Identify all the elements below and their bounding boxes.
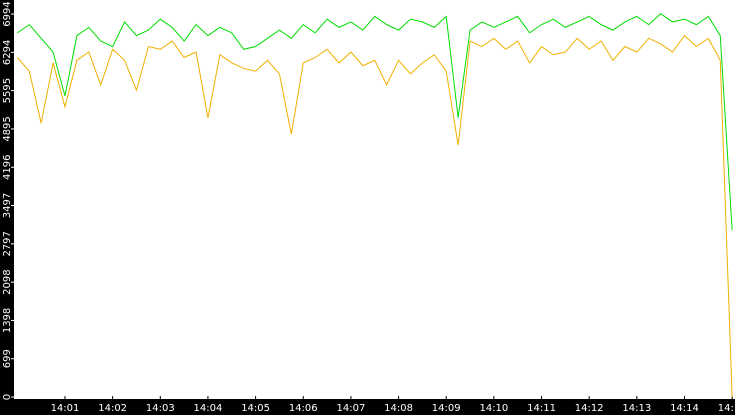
y-tick-label: 4895	[2, 116, 13, 141]
x-tick-label: 14:10	[479, 403, 508, 414]
y-tick-label: 6994	[2, 1, 13, 26]
series-line	[17, 13, 733, 231]
y-tick-label: 3497	[2, 193, 13, 218]
x-tick-label: 14:14	[670, 403, 699, 414]
y-tick-label: 6294	[2, 40, 13, 65]
x-tick-label: 14:03	[146, 403, 175, 414]
x-tick-label: 14:09	[432, 403, 461, 414]
x-tick-label: 14:12	[575, 403, 604, 414]
y-tick-label: 4196	[2, 155, 13, 180]
x-tick-label: 14:06	[289, 403, 318, 414]
x-tick-label: 14:13	[622, 403, 651, 414]
series-line	[16, 34, 733, 398]
x-tick-label: 14:11	[527, 403, 556, 414]
x-tick-label: 14:08	[384, 403, 413, 414]
x-tick-label: 14:15	[718, 403, 735, 414]
y-tick-label: 5595	[2, 78, 13, 103]
y-tick-label: 2098	[2, 269, 13, 294]
x-tick-label: 14:02	[98, 403, 127, 414]
x-tick-label: 14:07	[336, 403, 365, 414]
y-tick-label: 2797	[2, 231, 13, 256]
x-axis-strip	[0, 399, 735, 415]
x-tick-label: 14:05	[241, 403, 270, 414]
y-tick-label: 0	[2, 394, 13, 400]
y-tick-label: 699	[2, 349, 13, 368]
y-axis-strip	[0, 0, 14, 415]
y-tick-label: 1398	[2, 308, 13, 333]
x-tick-label: 14:04	[194, 403, 223, 414]
x-tick-label: 14:01	[51, 403, 80, 414]
